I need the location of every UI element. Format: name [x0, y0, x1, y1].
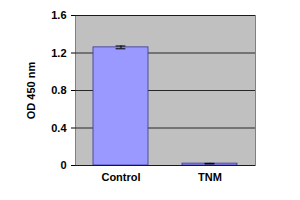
svg-text:1.6: 1.6 — [51, 9, 66, 21]
svg-text:0.8: 0.8 — [51, 84, 66, 96]
svg-text:0: 0 — [60, 159, 66, 171]
svg-text:1.2: 1.2 — [51, 47, 66, 59]
svg-text:TNM: TNM — [198, 171, 222, 183]
svg-text:Control: Control — [101, 171, 140, 183]
svg-text:OD 450 nm: OD 450 nm — [25, 62, 37, 120]
svg-text:0.4: 0.4 — [51, 122, 67, 134]
